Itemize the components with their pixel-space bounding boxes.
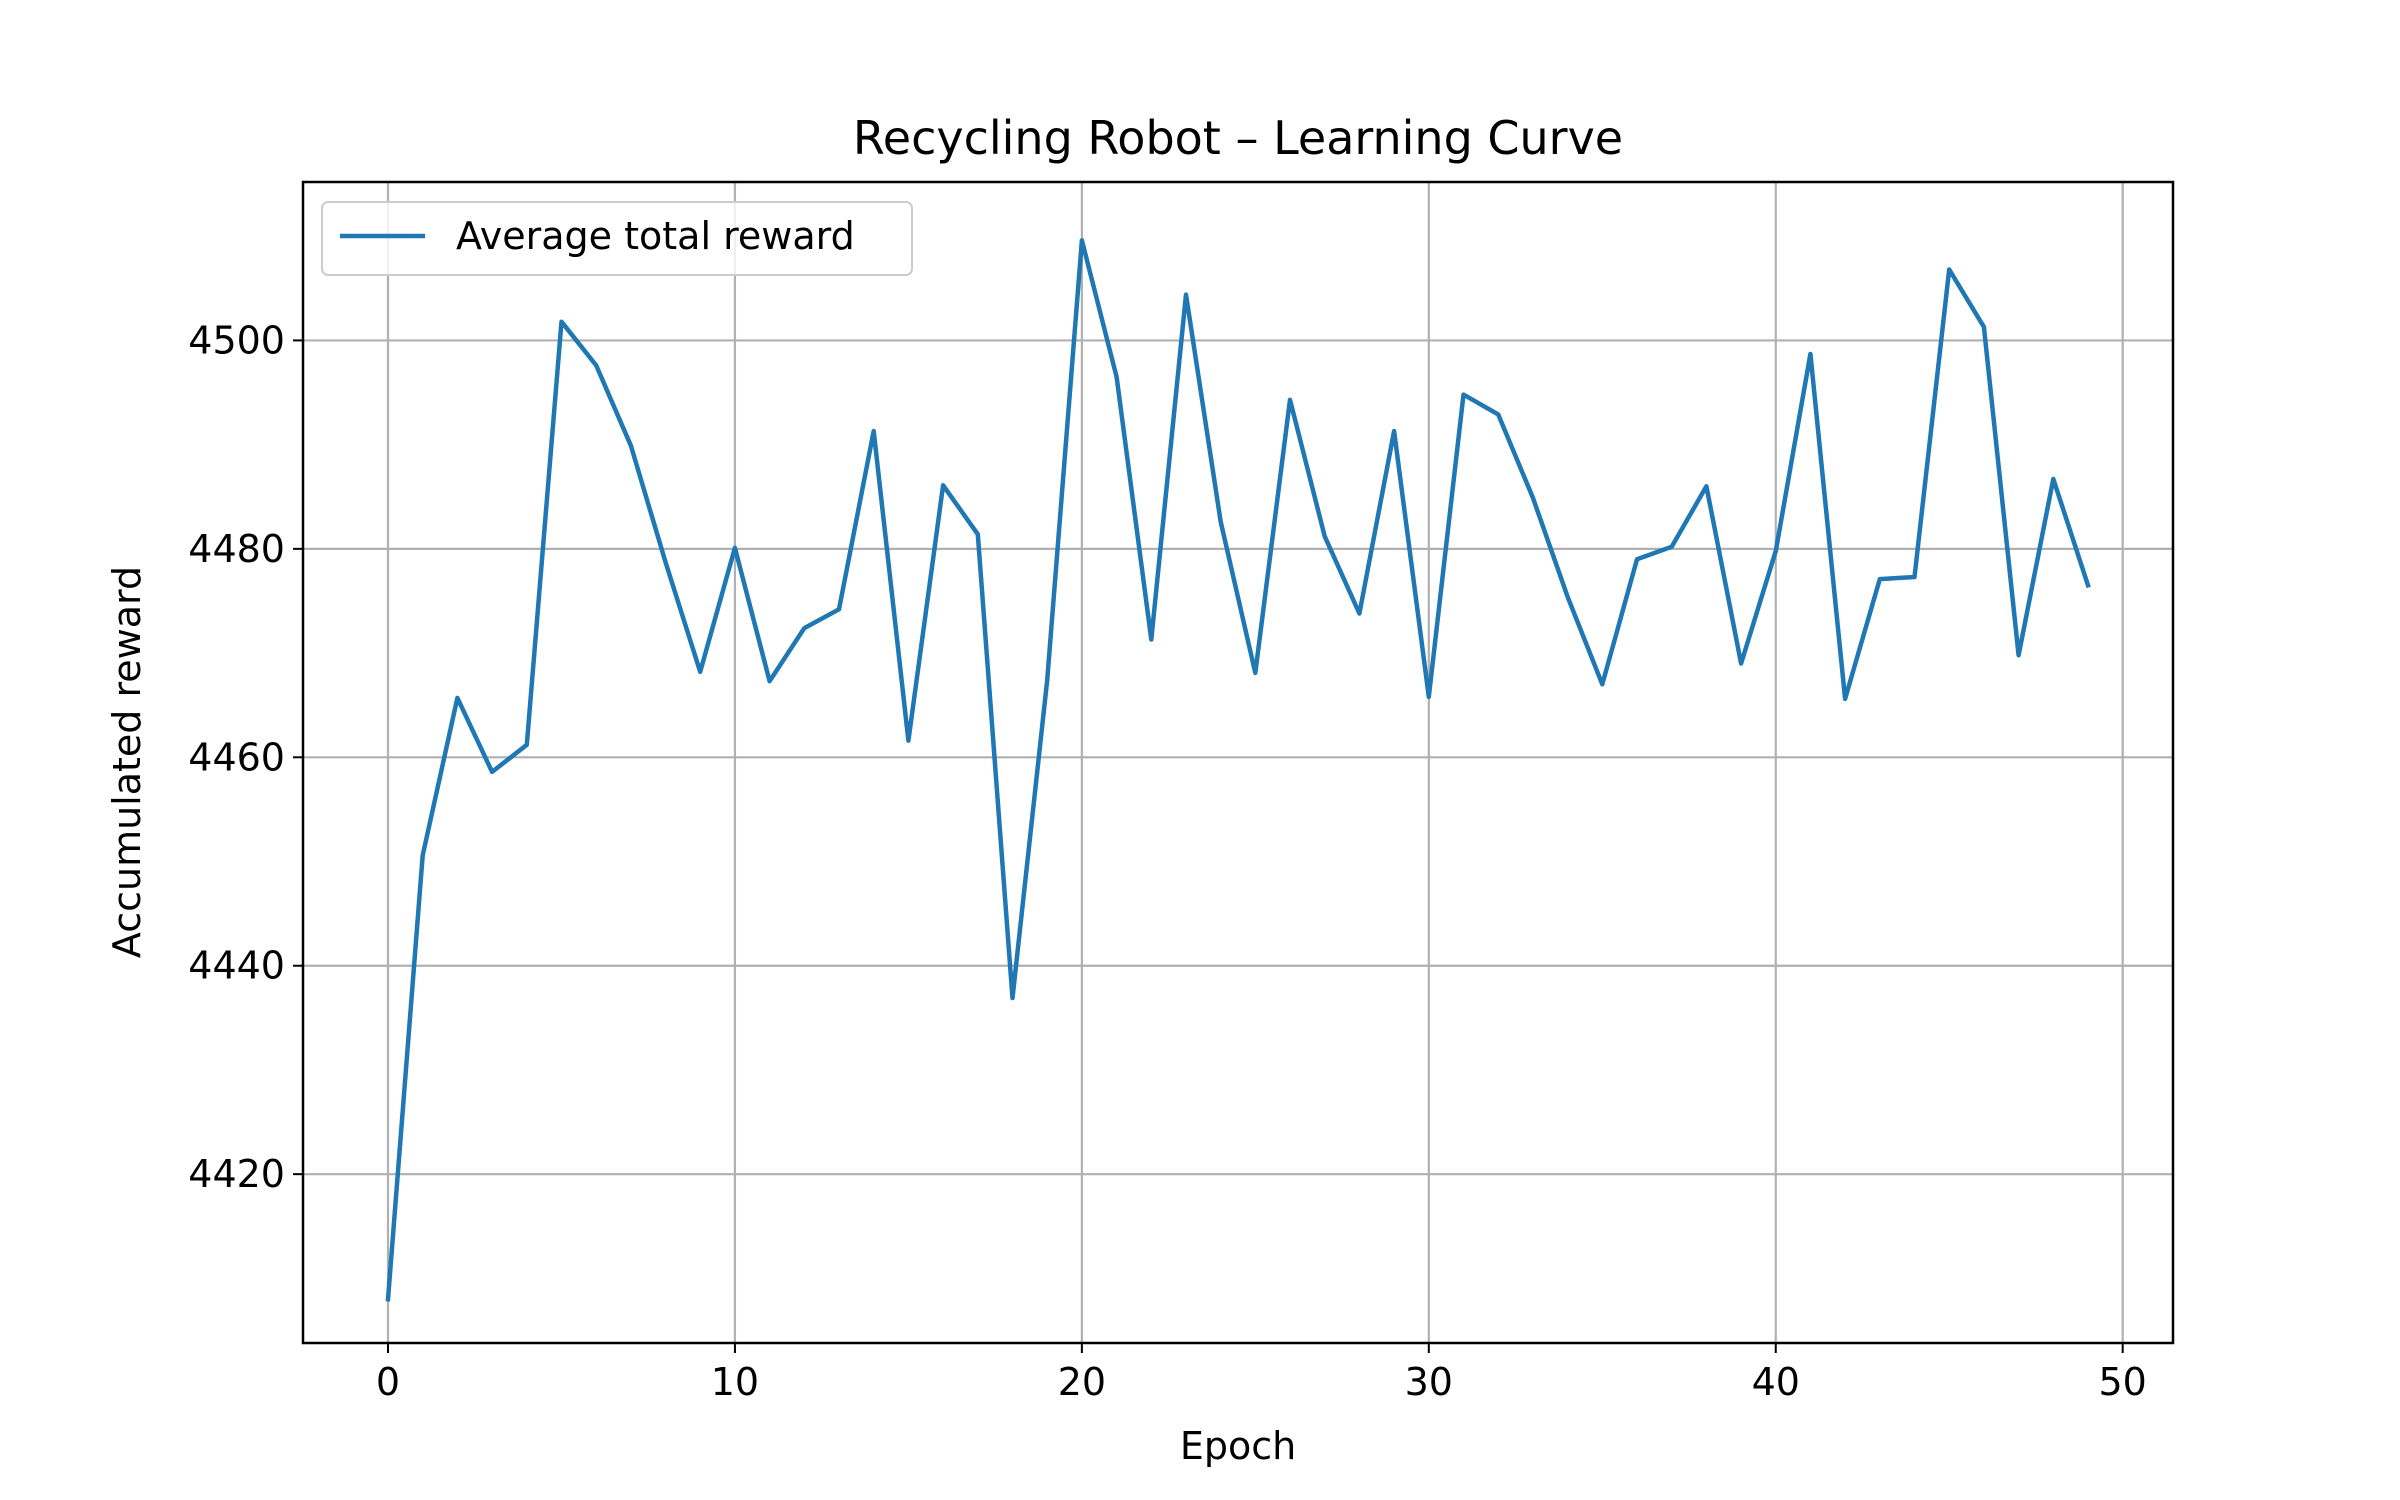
y-tick-label: 4480 [188, 527, 285, 571]
x-tick-label: 40 [1752, 1360, 1800, 1404]
legend-box [321, 201, 913, 276]
x-axis-label: Epoch [1180, 1424, 1296, 1468]
chart-title: Recycling Robot – Learning Curve [853, 111, 1623, 165]
y-tick-label: 4500 [188, 318, 285, 362]
x-tick-label: 50 [2099, 1360, 2147, 1404]
grid-lines [303, 182, 2173, 1343]
y-axis-label: Accumulated reward [105, 566, 149, 958]
plot-area: 0 10 20 30 40 50 4420 4440 4460 4480 4500 [188, 180, 2175, 1404]
axes-frame [301, 180, 2175, 1345]
x-tick-label: 10 [711, 1360, 759, 1404]
y-tick-label: 4420 [188, 1152, 285, 1196]
x-tick-label: 20 [1058, 1360, 1106, 1404]
y-tick-label: 4460 [188, 735, 285, 779]
y-tick-label: 4440 [188, 944, 285, 988]
series-line-average-total-reward [385, 238, 2091, 1302]
y-axis-ticks: 4420 4440 4460 4480 4500 [188, 318, 303, 1196]
x-tick-label: 30 [1405, 1360, 1453, 1404]
legend: Average total reward [321, 201, 913, 276]
legend-label: Average total reward [456, 214, 855, 258]
x-axis-ticks: 0 10 20 30 40 50 [376, 1343, 2147, 1404]
series-layer [385, 238, 2091, 1302]
x-tick-label: 0 [376, 1360, 400, 1404]
